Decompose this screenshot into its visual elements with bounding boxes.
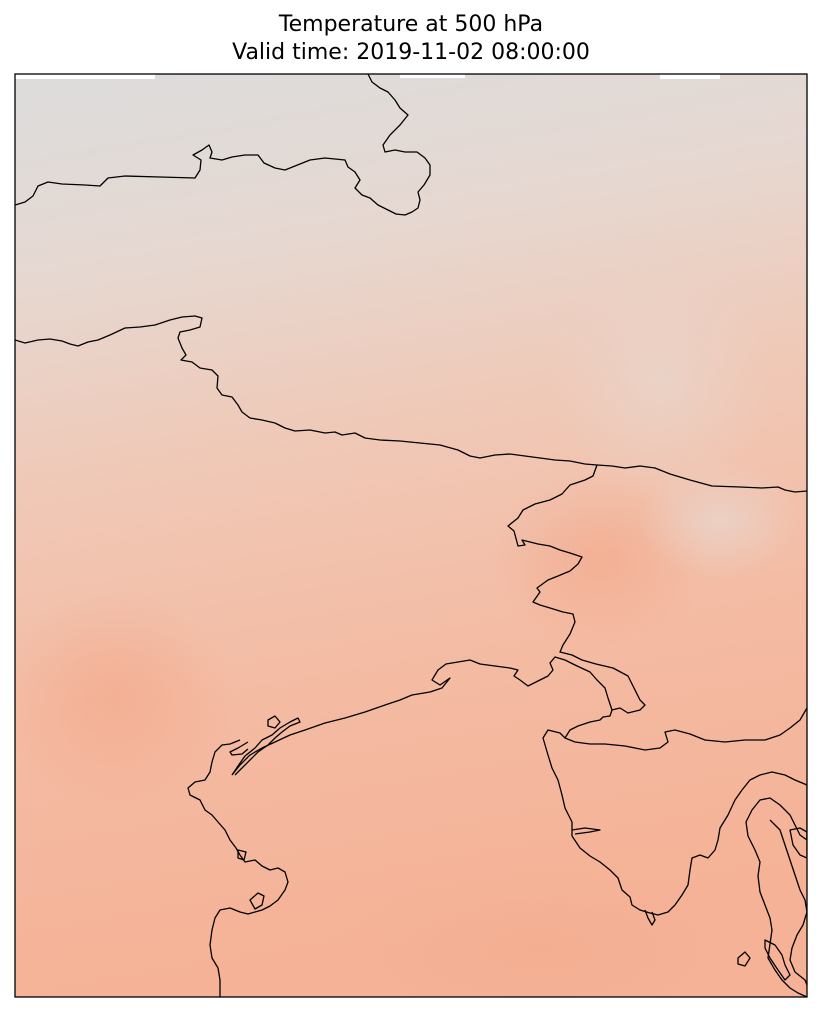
coastline-north bbox=[15, 74, 431, 216]
island-2 bbox=[237, 849, 247, 861]
coastline-peninsula-inlet bbox=[571, 827, 601, 835]
island-6 bbox=[764, 939, 791, 981]
island-5 bbox=[737, 951, 751, 967]
map-title: Temperature at 500 hPa bbox=[278, 12, 544, 37]
island-3 bbox=[769, 819, 807, 986]
coastline-peninsula bbox=[542, 729, 807, 916]
map-frame bbox=[14, 73, 808, 998]
temperature-field bbox=[15, 74, 807, 997]
island-4 bbox=[789, 827, 807, 859]
island-1 bbox=[249, 892, 265, 910]
coastline-west bbox=[231, 715, 301, 776]
coastlines bbox=[15, 74, 807, 997]
border-branch bbox=[231, 464, 646, 776]
coastline-peninsula-tip bbox=[644, 909, 656, 926]
coastline-southeast bbox=[745, 785, 807, 997]
map-valid-time: Valid time: 2019-11-02 08:00:00 bbox=[232, 40, 590, 65]
coastline-east bbox=[564, 707, 807, 751]
coastline-southwest bbox=[187, 739, 289, 997]
border-middle bbox=[15, 315, 807, 493]
